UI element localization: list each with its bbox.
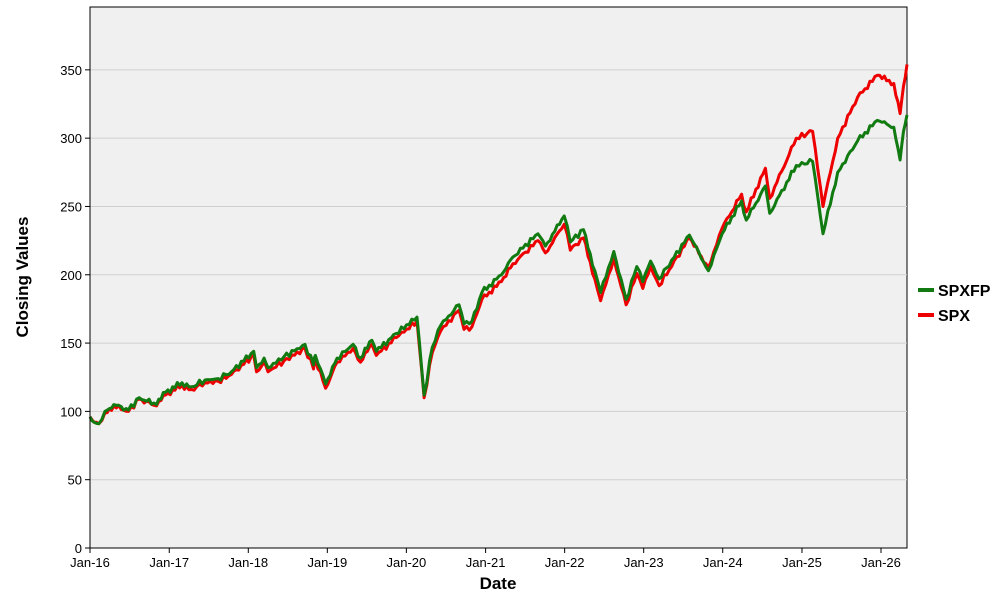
x-axis-ticks: Jan-16 Jan-17 Jan-18 Jan-19 Jan-20 Jan-21 Jan-… — [70, 548, 901, 570]
grid-lines — [90, 69, 907, 481]
x-tick-label-7: Jan-23 — [624, 555, 664, 570]
y-axis-title: Closing Values — [13, 217, 32, 338]
series-lines — [88, 64, 909, 426]
y-tick-label-4: 200 — [60, 268, 82, 283]
legend-label-spx: SPX — [938, 308, 970, 325]
legend: SPXFP SPX — [918, 283, 991, 325]
series-line-spxfp — [88, 114, 909, 426]
series-line-spx — [88, 64, 909, 426]
x-tick-label-5: Jan-21 — [466, 555, 506, 570]
x-tick-label-10: Jan-26 — [861, 555, 901, 570]
y-tick-label-5: 250 — [60, 199, 82, 214]
y-axis-ticks: 0 50 100 150 200 250 300 350 — [60, 63, 90, 556]
legend-label-spxfp: SPXFP — [938, 283, 991, 300]
y-tick-label-2: 100 — [60, 404, 82, 419]
x-tick-label-8: Jan-24 — [703, 555, 743, 570]
x-tick-label-3: Jan-19 — [307, 555, 347, 570]
y-tick-label-1: 50 — [68, 473, 82, 488]
y-tick-label-0: 0 — [75, 541, 82, 556]
x-tick-label-1: Jan-17 — [149, 555, 189, 570]
x-tick-label-4: Jan-20 — [386, 555, 426, 570]
y-tick-label-6: 300 — [60, 131, 82, 146]
axes — [89, 7, 907, 549]
x-tick-label-0: Jan-16 — [70, 555, 110, 570]
x-tick-label-2: Jan-18 — [228, 555, 268, 570]
x-tick-label-6: Jan-22 — [545, 555, 585, 570]
y-tick-label-7: 350 — [60, 63, 82, 78]
x-axis-title: Date — [480, 574, 517, 593]
y-tick-label-3: 150 — [60, 336, 82, 351]
x-tick-label-9: Jan-25 — [782, 555, 822, 570]
